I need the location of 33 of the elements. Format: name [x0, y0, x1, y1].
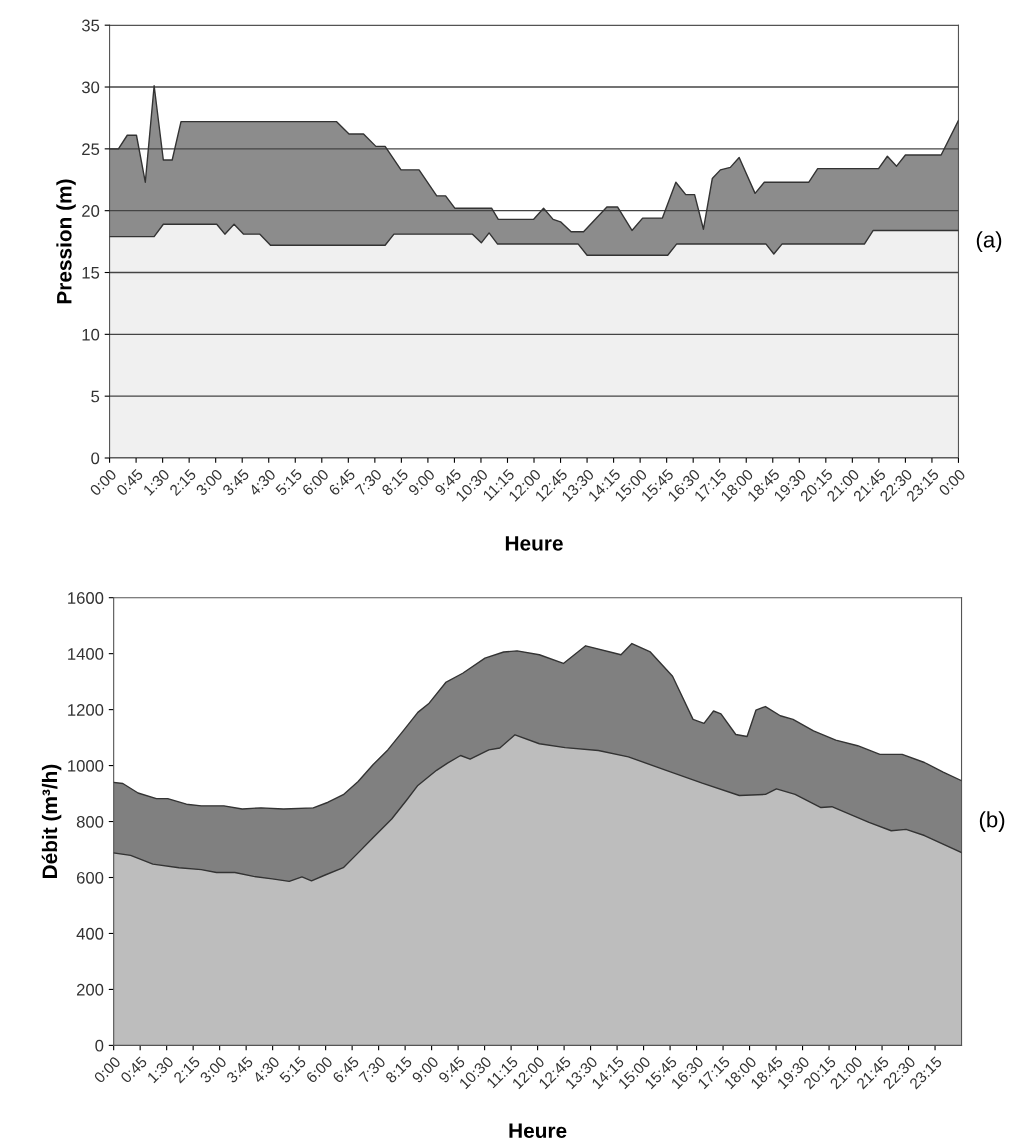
y-tick-label: 25: [82, 143, 100, 156]
y-tick-label: 200: [76, 983, 104, 996]
x-tick-label: 7:30: [354, 468, 383, 497]
y-tick-label: 600: [76, 871, 104, 884]
x-tick-label: 6:00: [301, 468, 330, 497]
x-axis-title: Heure: [505, 536, 563, 551]
y-axis-title: Pression (m): [56, 179, 76, 304]
y-tick-label: 5: [91, 390, 100, 403]
y-tick-label: 1200: [68, 704, 104, 716]
y-tick-label: 400: [76, 927, 104, 940]
y-tick-label: 0: [91, 452, 100, 465]
x-tick-label: 9:00: [407, 468, 436, 497]
y-tick-label: 1000: [68, 759, 104, 772]
y-tick-label: 1400: [68, 648, 104, 660]
text: (b): [979, 811, 1005, 832]
x-tick-label: 7:30: [358, 1055, 387, 1084]
y-tick-label: 1600: [68, 592, 104, 604]
x-tick-label: 0:00: [938, 468, 966, 497]
x-axis-title: Heure: [509, 1123, 567, 1139]
y-tick-label: 35: [81, 19, 100, 32]
x-tick-label: 0:00: [93, 1055, 122, 1084]
x-tick-label: 4:30: [248, 468, 277, 497]
y-tick-label: 20: [82, 205, 100, 217]
y-axis-title: Débit (m³/h): [41, 764, 62, 878]
text: (a): [976, 231, 1002, 252]
y-tick-label: 0: [95, 1039, 104, 1052]
y-tick-label: 30: [81, 81, 100, 94]
x-tick-label: 0:00: [89, 468, 118, 497]
y-tick-label: 800: [76, 815, 104, 828]
x-tick-label: 6:00: [305, 1055, 334, 1084]
y-tick-label: 15: [82, 267, 100, 279]
y-tick-label: 10: [82, 328, 100, 341]
x-tick-label: 3:00: [195, 468, 224, 497]
